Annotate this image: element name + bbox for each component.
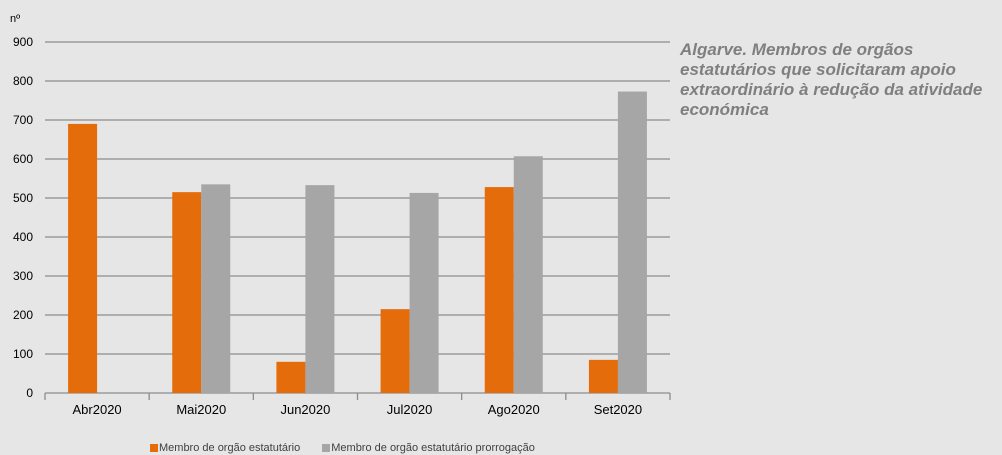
- legend-swatch-series-1: [150, 444, 158, 452]
- y-axis-ticks: 0 100 200 300 400 500 600 700 800 900: [13, 35, 33, 400]
- x-tick-label: Set2020: [594, 402, 642, 417]
- y-tick-label: 600: [13, 152, 33, 166]
- x-tick-label: Jun2020: [280, 402, 330, 417]
- bars: [68, 91, 647, 394]
- legend-item-series-2: Membro de orgão estatutário prorrogação: [322, 442, 535, 454]
- y-tick-label: 400: [13, 230, 33, 244]
- bar-series-2: [201, 184, 231, 393]
- x-tick-label: Mai2020: [176, 402, 226, 417]
- x-axis: Abr2020 Mai2020 Jun2020 Jul2020 Ago2020 Set20…: [44, 393, 671, 417]
- bar-series-1: [172, 192, 202, 393]
- bar-series-1: [276, 361, 306, 393]
- y-tick-label: 0: [26, 386, 33, 400]
- legend-label-series-1: Membro de orgão estatutário: [159, 442, 301, 454]
- bar-series-1: [484, 187, 514, 393]
- legend-swatch-series-2: [322, 444, 331, 452]
- bar-series-1: [588, 359, 618, 393]
- y-tick-label: 700: [13, 113, 33, 127]
- y-tick-label: 300: [13, 269, 33, 283]
- y-axis-unit-label: nº: [10, 13, 20, 25]
- legend-item-series-1: Membro de orgão estatutário: [150, 442, 300, 454]
- gridlines: [45, 41, 670, 394]
- bar-series-2: [305, 185, 335, 393]
- bar-series-1: [380, 309, 410, 393]
- y-tick-label: 500: [13, 191, 33, 205]
- y-tick-label: 100: [13, 347, 33, 361]
- y-tick-label: 900: [13, 35, 33, 49]
- y-tick-label: 200: [13, 308, 33, 322]
- x-tick-label: Abr2020: [73, 402, 122, 417]
- bar-series-2: [513, 156, 543, 393]
- bar-series-2: [409, 192, 439, 393]
- chart-title: Algarve. Membros de orgãos estatutários …: [680, 40, 983, 119]
- bar-series-2: [617, 91, 647, 393]
- x-tick-label: Ago2020: [488, 402, 540, 417]
- bar-chart: nº 0 100 200 300 400 500 600 700 800 900 Abr2020 M…: [10, 13, 671, 417]
- x-tick-label: Jul2020: [387, 402, 433, 417]
- legend-label-series-2: Membro de orgão estatutário prorrogação: [331, 442, 535, 454]
- y-tick-label: 800: [13, 74, 33, 88]
- bar-series-1: [68, 123, 98, 394]
- legend: Membro de orgão estatutário Membro de or…: [150, 442, 535, 454]
